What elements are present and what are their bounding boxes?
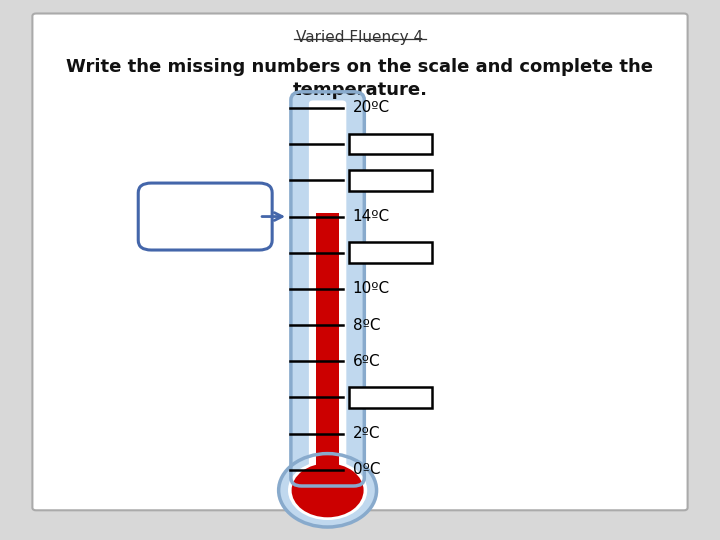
FancyBboxPatch shape [291, 92, 364, 486]
Bar [316, 213, 339, 474]
FancyBboxPatch shape [309, 100, 346, 473]
Text: 2ºC: 2ºC [353, 426, 380, 441]
Text: 0ºC: 0ºC [353, 462, 380, 477]
Circle shape [292, 463, 364, 517]
Text: Varied Fluency 4: Varied Fluency 4 [297, 30, 423, 45]
Text: Write the missing numbers on the scale and complete the: Write the missing numbers on the scale a… [66, 58, 654, 76]
FancyBboxPatch shape [349, 242, 432, 263]
Text: 14ºC: 14ºC [353, 209, 390, 224]
Circle shape [279, 454, 377, 527]
FancyBboxPatch shape [32, 14, 688, 510]
FancyBboxPatch shape [349, 134, 432, 154]
FancyBboxPatch shape [349, 387, 432, 408]
Text: 8ºC: 8ºC [353, 318, 380, 333]
Text: temperature.: temperature. [292, 81, 428, 99]
Text: 6ºC: 6ºC [353, 354, 380, 369]
Text: 20ºC: 20ºC [353, 100, 390, 116]
Text: 10ºC: 10ºC [353, 281, 390, 296]
FancyBboxPatch shape [349, 170, 432, 191]
Circle shape [288, 461, 367, 520]
FancyBboxPatch shape [138, 183, 272, 250]
